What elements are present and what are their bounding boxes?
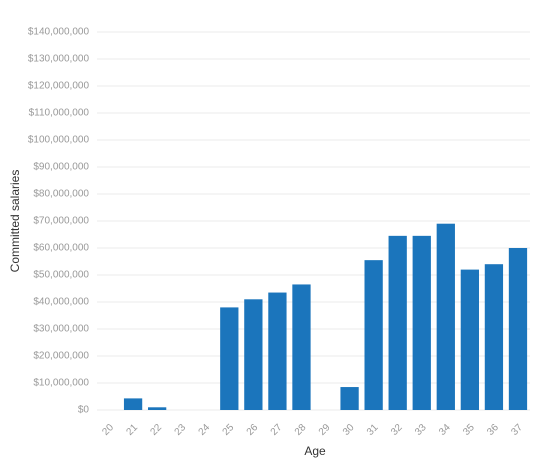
y-tick-label: $130,000,000 xyxy=(28,54,90,65)
x-tick-label: 21 xyxy=(124,422,140,438)
bar xyxy=(340,387,359,410)
x-tick-label: 31 xyxy=(365,422,381,438)
bar xyxy=(268,292,287,410)
bar xyxy=(364,260,383,410)
x-tick-label: 22 xyxy=(148,422,164,438)
x-tick-label: 20 xyxy=(100,422,116,438)
y-tick-label: $50,000,000 xyxy=(33,270,89,281)
bar xyxy=(388,235,407,410)
x-tick-label: 34 xyxy=(437,422,453,438)
x-tick-label: 24 xyxy=(197,422,213,438)
y-tick-label: $100,000,000 xyxy=(28,135,90,146)
x-tick-label: 23 xyxy=(173,422,189,438)
bar xyxy=(220,307,239,410)
y-tick-label: $90,000,000 xyxy=(33,162,89,173)
y-tick-label: $20,000,000 xyxy=(33,351,89,362)
y-tick-label: $120,000,000 xyxy=(28,81,90,92)
y-tick-label: $110,000,000 xyxy=(29,108,90,119)
y-tick-label: $30,000,000 xyxy=(33,324,89,335)
bar xyxy=(484,264,504,410)
x-tick-label: 28 xyxy=(293,422,309,438)
x-axis-title: Age xyxy=(304,444,326,458)
y-tick-label: $10,000,000 xyxy=(33,378,89,389)
y-tick-label: $80,000,000 xyxy=(33,189,89,200)
y-tick-label: $140,000,000 xyxy=(28,27,90,38)
bar xyxy=(508,248,528,410)
x-tick-label: 29 xyxy=(317,422,333,438)
bar xyxy=(412,235,431,410)
y-axis-title: Committed salaries xyxy=(8,170,22,273)
bar xyxy=(292,284,311,410)
y-tick-label: $40,000,000 xyxy=(33,297,89,308)
x-tick-label: 35 xyxy=(461,422,477,438)
x-tick-label: 32 xyxy=(389,422,405,438)
x-tick-label: 37 xyxy=(509,422,525,438)
bar xyxy=(147,407,167,410)
x-tick-label: 33 xyxy=(413,422,429,438)
x-tick-label: 26 xyxy=(245,422,261,438)
y-tick-label: $70,000,000 xyxy=(33,216,89,227)
bar xyxy=(244,299,263,410)
x-tick-label: 30 xyxy=(341,422,357,438)
x-tick-label: 27 xyxy=(269,422,285,438)
x-tick-label: 36 xyxy=(485,422,501,438)
y-tick-label: $0 xyxy=(78,405,90,416)
y-tick-label: $60,000,000 xyxy=(33,243,89,254)
x-tick-label: 25 xyxy=(221,422,237,438)
bar xyxy=(436,223,455,410)
bar xyxy=(123,398,143,410)
bar xyxy=(460,269,480,410)
